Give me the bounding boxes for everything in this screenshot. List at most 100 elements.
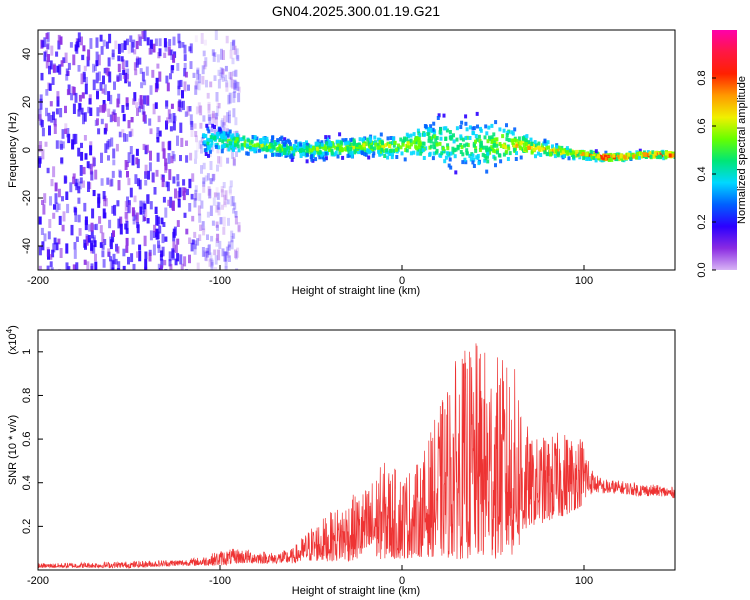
ridge-cell — [632, 154, 636, 159]
snr-y-label: SNR (10 * v/v) — [7, 415, 19, 485]
noise-speckle — [72, 173, 76, 179]
noise-speckle — [162, 222, 166, 227]
ridge-cell — [299, 148, 302, 153]
ridge-cell — [486, 159, 490, 164]
ridge-cell — [429, 144, 433, 149]
noise-speckle — [80, 107, 84, 115]
ridge-cell — [259, 138, 263, 142]
noise-speckle — [103, 127, 107, 135]
noise-speckle — [64, 52, 68, 63]
noise-speckle — [112, 230, 115, 237]
ridge-cell — [612, 153, 616, 158]
y-tick-label: 0.8 — [21, 388, 33, 403]
noise-speckle — [139, 36, 142, 46]
noise-speckle — [171, 248, 175, 259]
ridge-cell — [494, 120, 498, 125]
noise-speckle — [122, 69, 126, 75]
noise-speckle — [136, 222, 140, 229]
noise-speckle — [88, 98, 92, 105]
ridge-cell — [589, 149, 593, 154]
noise-speckle — [177, 85, 181, 96]
ridge-cell — [488, 135, 491, 140]
ridge-cell — [372, 151, 376, 156]
noise-speckle — [173, 226, 177, 236]
noise-speckle — [234, 117, 238, 126]
noise-speckle — [45, 107, 48, 117]
noise-speckle — [127, 256, 130, 265]
ridge-cell — [386, 155, 390, 160]
noise-speckle — [168, 251, 172, 262]
ridge-cell — [527, 140, 530, 145]
noise-speckle — [74, 44, 78, 52]
noise-speckle — [168, 259, 172, 267]
ridge-cell — [240, 144, 244, 148]
ridge-cell — [476, 156, 480, 161]
noise-speckle — [131, 237, 135, 245]
noise-speckle — [66, 128, 70, 138]
noise-speckle — [127, 44, 131, 54]
noise-speckle — [186, 106, 190, 116]
ridge-cell — [514, 157, 518, 161]
ridge-cell — [454, 170, 458, 175]
ridge-cell — [366, 148, 370, 153]
ridge-cell — [409, 142, 413, 147]
ridge-cell — [539, 145, 542, 150]
noise-speckle — [157, 115, 161, 123]
ridge-cell — [292, 149, 295, 154]
noise-speckle — [211, 49, 215, 56]
noise-speckle — [61, 141, 65, 149]
noise-speckle — [208, 150, 212, 158]
noise-speckle — [114, 258, 118, 265]
ridge-cell — [446, 146, 450, 151]
noise-speckle — [179, 107, 183, 113]
ridge-cell — [444, 126, 448, 131]
ridge-cell — [513, 138, 517, 143]
noise-speckle — [233, 79, 237, 90]
noise-speckle — [206, 92, 210, 99]
noise-speckle — [185, 140, 188, 146]
noise-speckle — [225, 82, 229, 92]
ridge-cell — [479, 143, 483, 148]
ridge-cell — [657, 154, 661, 159]
ridge-cell — [208, 138, 212, 142]
noise-speckle — [219, 67, 223, 74]
ridge-cell — [414, 144, 418, 149]
noise-speckle — [213, 52, 217, 57]
noise-speckle — [151, 172, 155, 182]
noise-speckle — [234, 80, 238, 89]
y-tick-label: 0.2 — [21, 519, 33, 534]
ridge-cell — [270, 142, 274, 147]
ridge-cell — [575, 149, 579, 154]
noise-speckle — [107, 57, 111, 67]
ridge-cell — [254, 146, 258, 151]
ridge-cell — [431, 127, 435, 132]
ridge-cell — [504, 145, 508, 150]
noise-speckle — [142, 200, 146, 212]
noise-speckle — [46, 246, 50, 257]
noise-speckle — [224, 74, 228, 81]
noise-speckle — [133, 92, 137, 102]
ridge-cell — [305, 145, 309, 150]
noise-speckle — [221, 68, 225, 75]
ridge-cell — [395, 155, 399, 159]
noise-speckle — [152, 231, 156, 238]
ridge-cell — [433, 134, 437, 139]
noise-speckle — [92, 245, 96, 254]
noise-speckle — [224, 261, 228, 268]
ridge-cell — [216, 135, 220, 140]
ridge-cell — [588, 156, 592, 161]
noise-speckle — [116, 246, 120, 254]
ridge-cell — [498, 127, 502, 132]
noise-speckle — [126, 196, 129, 207]
noise-speckle — [92, 190, 96, 197]
noise-speckle — [39, 141, 43, 151]
noise-speckle — [138, 98, 141, 106]
ridge-cell — [245, 143, 249, 148]
noise-speckle — [205, 250, 209, 262]
noise-speckle — [202, 162, 206, 170]
noise-speckle — [216, 224, 219, 231]
ridge-cell — [230, 142, 234, 147]
ridge-cell — [519, 155, 523, 160]
ridge-cell — [449, 165, 453, 170]
ridge-cell — [557, 151, 560, 156]
